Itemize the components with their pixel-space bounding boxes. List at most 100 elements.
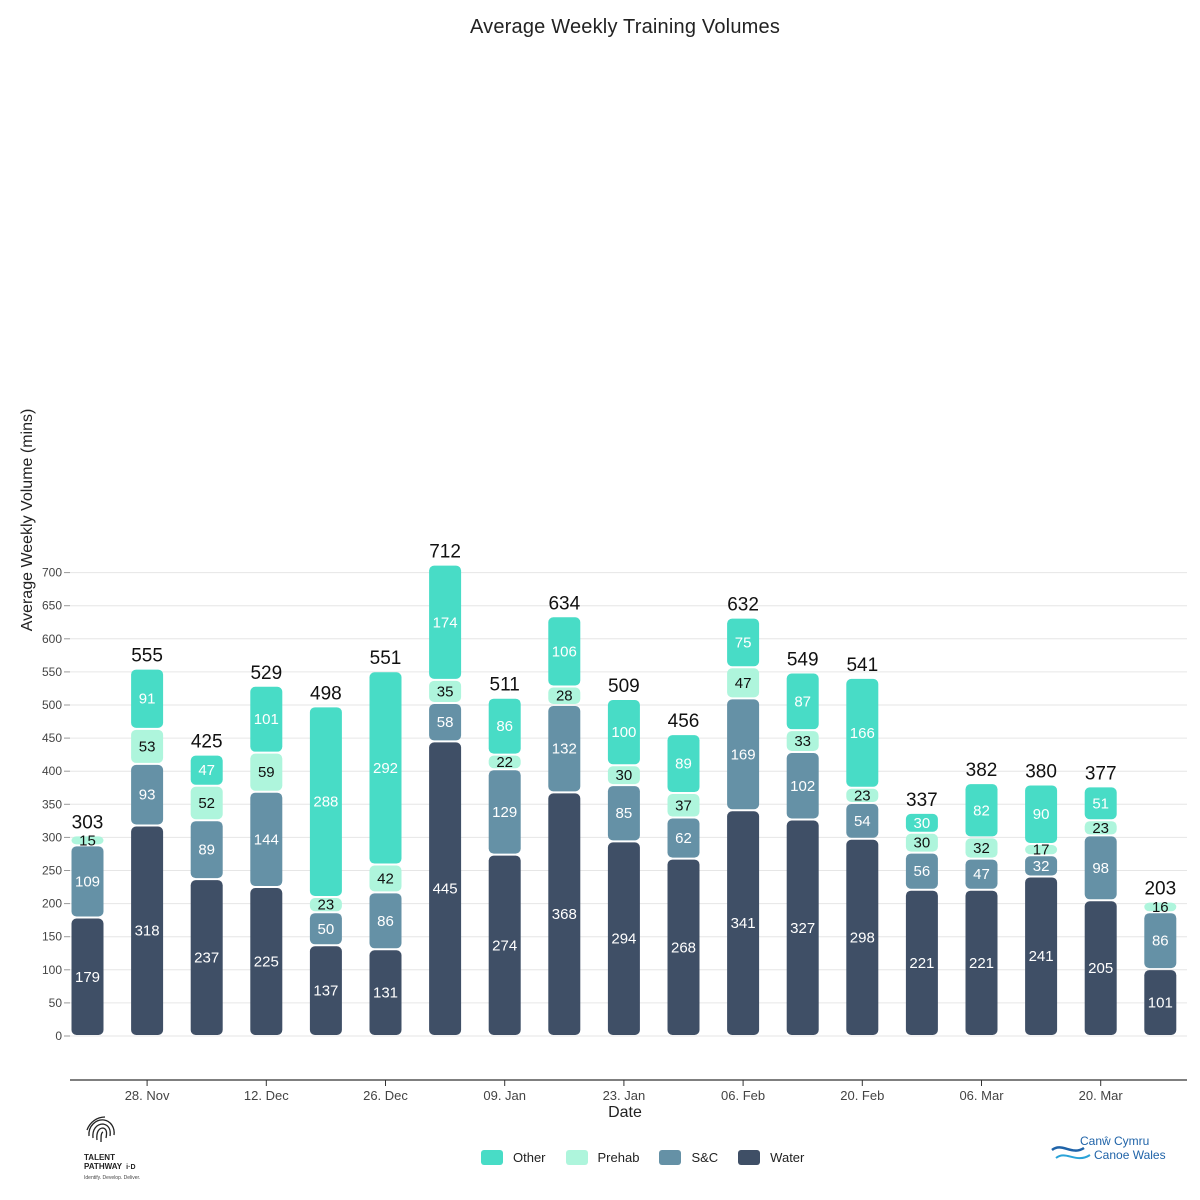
bar-segment-water [846, 839, 879, 1035]
data-label: 50 [318, 921, 335, 938]
data-label: 58 [437, 714, 454, 731]
total-label: 511 [490, 675, 520, 696]
x-tick-label: 20. Mar [1079, 1088, 1124, 1103]
data-label: 86 [377, 913, 394, 930]
x-tick-label: 06. Mar [959, 1088, 1004, 1103]
data-label: 445 [433, 881, 458, 898]
y-tick-label: 700 [42, 566, 62, 580]
bar-segment-other [607, 700, 640, 765]
data-label: 23 [854, 787, 871, 804]
bar-segment-sc [905, 853, 938, 889]
bar-segment-water [727, 811, 760, 1035]
data-label: 15 [79, 832, 96, 849]
data-label: 62 [675, 830, 692, 847]
legend-swatch-prehab [565, 1150, 588, 1165]
total-label: 203 [1144, 879, 1176, 900]
data-label: 16 [1152, 899, 1169, 916]
data-label: 23 [318, 897, 335, 914]
legend-item-prehab[interactable]: Prehab [565, 1150, 640, 1165]
x-tick-label: 26. Dec [363, 1088, 408, 1103]
bar-segment-prehab [131, 729, 164, 763]
bar-segment-sc [250, 792, 283, 887]
bar-segment-other [250, 686, 283, 752]
y-tick-label: 500 [42, 698, 62, 712]
legend-item-other[interactable]: Other [481, 1150, 546, 1165]
bar-segment-prehab [369, 865, 402, 892]
y-tick-label: 200 [42, 897, 62, 911]
bar-segment-sc [1025, 856, 1058, 876]
data-label: 179 [75, 969, 100, 986]
bar-segment-other [1025, 785, 1058, 844]
bar-segment-other [1084, 787, 1117, 820]
legend-label: Prehab [597, 1150, 640, 1165]
x-tick-label: 09. Jan [483, 1088, 526, 1103]
bar-segment-other [786, 673, 819, 730]
bar-segment-water [71, 918, 104, 1035]
legend-label: Other [513, 1150, 546, 1165]
bar-segment-sc [71, 846, 104, 917]
y-tick-label: 0 [55, 1029, 62, 1043]
y-tick-label: 600 [42, 632, 62, 646]
data-label: 101 [254, 711, 279, 728]
data-label: 166 [850, 725, 875, 742]
bar-segment-sc [369, 893, 402, 949]
data-label: 144 [254, 831, 279, 848]
chart-title: Average Weekly Training Volumes [469, 16, 781, 38]
total-label: 555 [131, 646, 163, 667]
data-label: 75 [735, 634, 752, 651]
data-label: 51 [1092, 795, 1109, 812]
data-label: 137 [313, 983, 338, 1000]
logo-text-canw-cymru: Canŵ Cymru [1080, 1134, 1150, 1148]
data-label: 47 [735, 675, 752, 692]
data-label: 106 [552, 643, 577, 660]
data-label: 109 [75, 873, 100, 890]
bar-segment-prehab [905, 833, 938, 852]
fingerprint-icon [86, 1116, 115, 1143]
data-label: 22 [496, 754, 513, 771]
y-tick-label: 50 [49, 996, 63, 1010]
y-tick-label: 100 [42, 963, 62, 977]
data-label: 298 [850, 929, 875, 946]
y-tick-label: 250 [42, 864, 62, 878]
total-label: 382 [966, 760, 998, 781]
data-label: 294 [611, 931, 636, 948]
data-label: 30 [616, 767, 633, 784]
data-label: 87 [794, 693, 811, 710]
data-label: 59 [258, 764, 275, 781]
legend-swatch-water [738, 1150, 761, 1165]
data-label: 89 [675, 756, 692, 773]
bar-segment-prehab [727, 668, 760, 698]
logo-tagline: Identify. Develop. Deliver. [84, 1175, 141, 1181]
y-tick-label: 150 [42, 930, 62, 944]
total-label: 529 [250, 663, 282, 684]
bar-segment-sc [727, 699, 760, 810]
bar-segment-prehab [1084, 821, 1117, 835]
legend-item-sc[interactable]: S&C [659, 1150, 718, 1165]
bar-segment-other [905, 813, 938, 832]
legend-item-water[interactable]: Water [738, 1150, 804, 1165]
bar-segment-water [429, 742, 462, 1035]
data-label: 102 [790, 778, 815, 795]
data-label: 52 [198, 795, 215, 812]
y-tick-label: 450 [42, 731, 62, 745]
data-label: 53 [139, 738, 156, 755]
x-tick-label: 20. Feb [840, 1088, 884, 1103]
bar-segment-sc [548, 706, 581, 792]
bar-segment-other [846, 678, 879, 787]
bar-segment-other [369, 672, 402, 864]
data-label: 91 [139, 691, 156, 708]
bar-segment-prehab [309, 897, 342, 912]
legend-label: Water [770, 1150, 805, 1165]
bar-segment-prehab [667, 794, 700, 817]
bar-segment-sc [965, 859, 998, 889]
data-label: 341 [731, 915, 756, 932]
data-label: 318 [135, 923, 160, 940]
data-label: 30 [914, 835, 931, 852]
bar-segment-sc [131, 764, 164, 825]
data-label: 288 [313, 794, 338, 811]
canoe-wales-logo: Canŵ Cymru Canoe Wales [1050, 1134, 1180, 1174]
data-label: 221 [909, 955, 934, 972]
bar-segment-water [1144, 970, 1177, 1035]
bar-segment-sc [309, 913, 342, 945]
bar-segment-water [667, 859, 700, 1035]
